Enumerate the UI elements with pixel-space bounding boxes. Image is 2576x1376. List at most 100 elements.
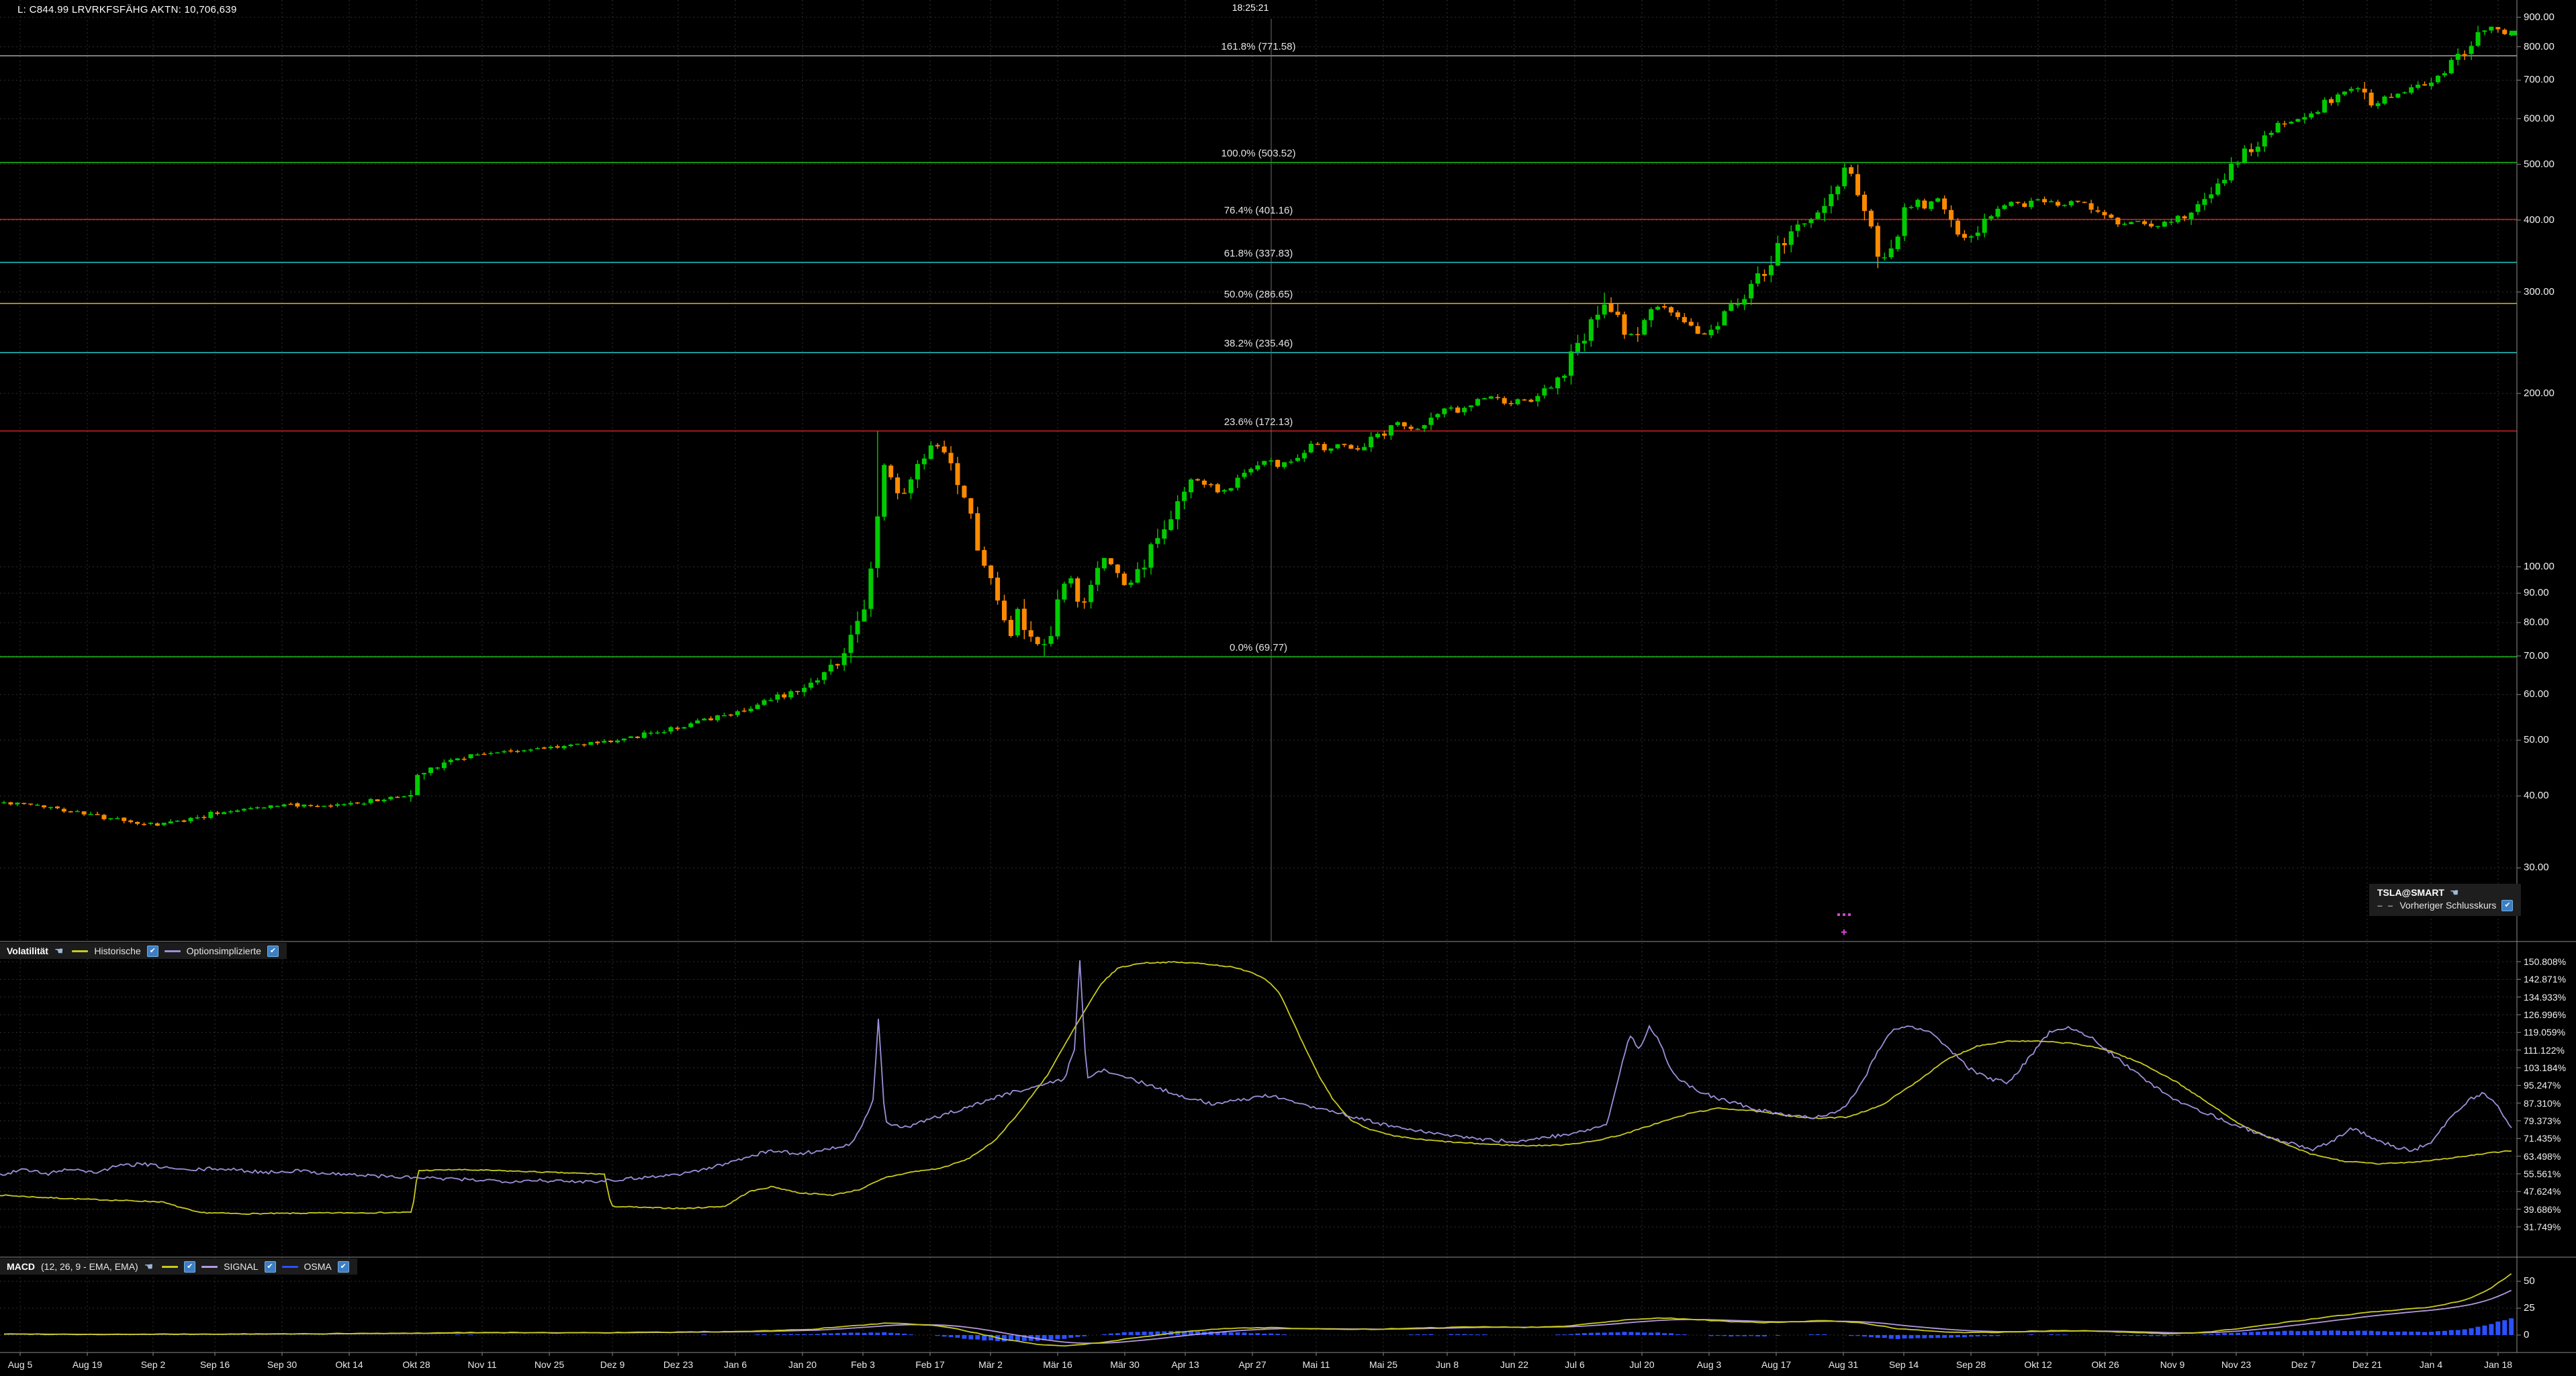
candle[interactable] [15, 802, 20, 805]
candle[interactable] [1662, 306, 1667, 308]
candle[interactable] [328, 805, 334, 807]
candle[interactable] [1208, 484, 1213, 486]
candle[interactable] [248, 808, 253, 810]
candle[interactable] [1562, 375, 1567, 378]
candle[interactable] [2088, 203, 2094, 210]
candle[interactable] [1469, 405, 1474, 408]
candle[interactable] [88, 814, 93, 815]
candle[interactable] [682, 727, 687, 729]
candle[interactable] [688, 723, 694, 727]
candle[interactable] [1175, 501, 1181, 520]
candle[interactable] [2375, 103, 2381, 107]
candle[interactable] [2049, 201, 2054, 203]
candle[interactable] [595, 741, 600, 743]
candle[interactable] [2075, 200, 2080, 202]
candle[interactable] [75, 811, 80, 813]
candle[interactable] [1002, 600, 1007, 621]
candle[interactable] [215, 812, 220, 814]
candle[interactable] [1702, 333, 1707, 335]
candle[interactable] [1968, 236, 1974, 238]
candle[interactable] [108, 818, 113, 819]
candle[interactable] [875, 516, 880, 568]
candle[interactable] [1235, 477, 1240, 488]
candle[interactable] [508, 750, 514, 752]
candle[interactable] [1588, 319, 1594, 341]
candle[interactable] [2102, 212, 2107, 216]
candle[interactable] [402, 796, 407, 798]
candle[interactable] [1855, 174, 1861, 195]
candle[interactable] [2035, 199, 2041, 201]
series-checkbox[interactable]: ✔ [267, 945, 279, 957]
candle[interactable] [395, 796, 400, 798]
candle[interactable] [1068, 578, 1074, 584]
candle[interactable] [175, 821, 180, 822]
candle[interactable] [621, 738, 627, 741]
candle[interactable] [2015, 201, 2021, 203]
candle[interactable] [1508, 403, 1514, 404]
candle[interactable] [1255, 465, 1260, 470]
candle[interactable] [1569, 351, 1574, 376]
candle[interactable] [315, 805, 320, 807]
candle[interactable] [1282, 462, 1287, 467]
candle[interactable] [1755, 273, 1761, 284]
candle[interactable] [2009, 201, 2014, 206]
candle[interactable] [1222, 490, 1227, 492]
candle[interactable] [1195, 479, 1200, 481]
candle[interactable] [702, 719, 707, 721]
candle[interactable] [2422, 84, 2428, 86]
candle[interactable] [241, 809, 246, 811]
candle[interactable] [1021, 608, 1027, 631]
candle[interactable] [2462, 54, 2467, 56]
candle[interactable] [1615, 312, 1620, 315]
candle[interactable] [308, 805, 314, 807]
candle[interactable] [588, 741, 594, 745]
candle[interactable] [2329, 99, 2334, 103]
candle[interactable] [2268, 132, 2274, 135]
candle[interactable] [848, 635, 854, 653]
candle[interactable] [188, 817, 193, 821]
candle[interactable] [1242, 473, 1247, 477]
candle[interactable] [2129, 222, 2134, 224]
candle[interactable] [788, 691, 794, 698]
candle[interactable] [648, 732, 653, 734]
candle[interactable] [1735, 304, 1741, 306]
macd-panel-header[interactable]: MACD (12, 26, 9 - EMA, EMA) ☚ ✔ SIGNAL ✔ OS… [0, 1258, 357, 1275]
candle[interactable] [1782, 242, 1787, 246]
candle[interactable] [2255, 146, 2260, 152]
candle[interactable] [1128, 582, 1134, 585]
candle[interactable] [2302, 117, 2307, 120]
candle[interactable] [2336, 94, 2340, 103]
candle[interactable] [1448, 407, 1454, 409]
candle[interactable] [828, 664, 833, 672]
candle[interactable] [1355, 448, 1361, 450]
candle[interactable] [535, 748, 540, 749]
candle[interactable] [1982, 218, 1987, 233]
candle[interactable] [1715, 326, 1720, 330]
candle[interactable] [475, 754, 480, 756]
candle[interactable] [181, 820, 187, 822]
candle[interactable] [142, 823, 147, 825]
candle[interactable] [1275, 459, 1281, 467]
candle[interactable] [1802, 223, 1807, 225]
candle[interactable] [1882, 257, 1887, 259]
candle[interactable] [1515, 399, 1520, 404]
candle[interactable] [1108, 558, 1113, 565]
candle[interactable] [641, 732, 647, 738]
candle[interactable] [548, 747, 553, 749]
candle[interactable] [1988, 216, 1994, 219]
candle[interactable] [661, 732, 667, 733]
candle[interactable] [882, 465, 887, 517]
candle[interactable] [1055, 599, 1060, 637]
candle[interactable] [841, 653, 847, 666]
candle[interactable] [968, 498, 974, 514]
candle[interactable] [1555, 377, 1561, 389]
candle[interactable] [115, 818, 120, 819]
candle[interactable] [1189, 479, 1194, 493]
candle[interactable] [1835, 186, 1841, 195]
candle[interactable] [2148, 224, 2154, 227]
candle[interactable] [921, 458, 927, 465]
candle[interactable] [408, 794, 414, 797]
candle[interactable] [2309, 113, 2314, 118]
candle[interactable] [2175, 216, 2180, 222]
candle[interactable] [1688, 322, 1694, 326]
